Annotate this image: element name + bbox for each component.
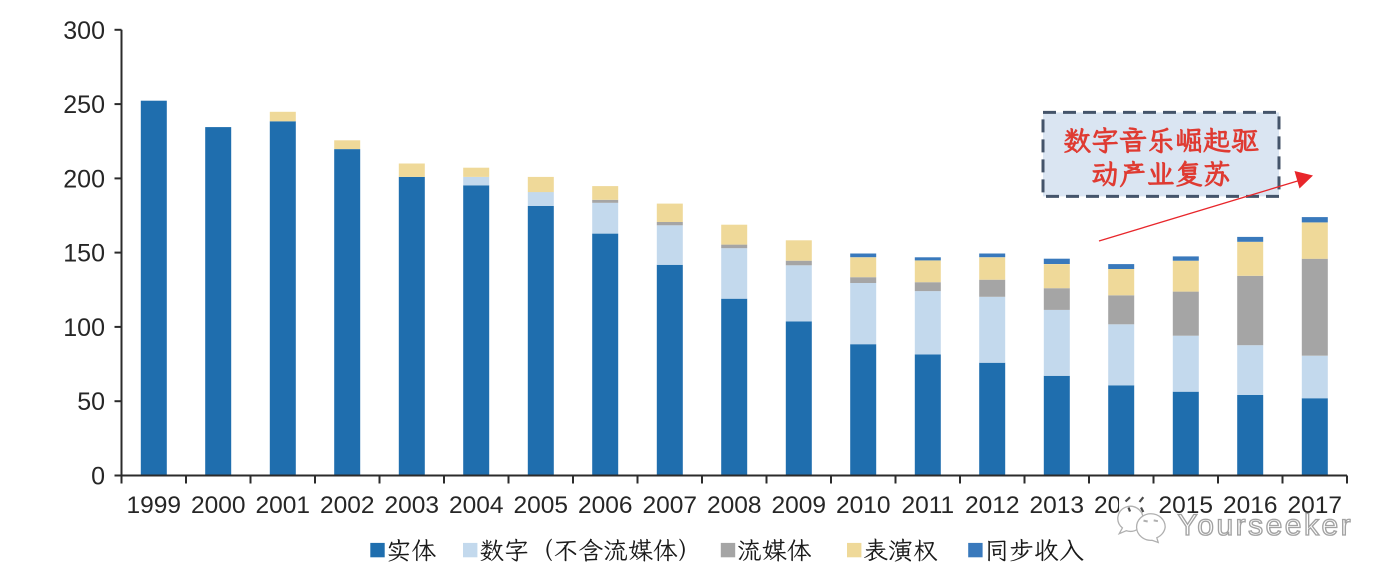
svg-text:2006: 2006 [578,492,633,519]
svg-text:2007: 2007 [643,492,698,519]
svg-text:2016: 2016 [1223,492,1278,519]
svg-text:300: 300 [63,17,105,45]
svg-text:2010: 2010 [836,492,891,519]
svg-text:200: 200 [63,165,105,193]
svg-text:2015: 2015 [1159,492,1214,519]
svg-text:2000: 2000 [191,492,246,519]
svg-text:2002: 2002 [320,492,375,519]
svg-text:100: 100 [63,314,105,342]
svg-text:2004: 2004 [449,492,504,519]
svg-text:Yourseeker: Yourseeker [1178,509,1354,542]
svg-text:50: 50 [77,388,105,416]
svg-text:0: 0 [91,463,105,491]
svg-text:1999: 1999 [127,492,182,519]
svg-text:150: 150 [63,240,105,268]
svg-text:2013: 2013 [1030,492,1085,519]
svg-text:2009: 2009 [772,492,827,519]
svg-text:2005: 2005 [514,492,569,519]
svg-text:2001: 2001 [256,492,311,519]
svg-text:250: 250 [63,91,105,119]
svg-text:2012: 2012 [965,492,1020,519]
svg-text:2011: 2011 [901,492,954,519]
svg-text:2017: 2017 [1288,492,1343,519]
svg-text:2003: 2003 [385,492,440,519]
svg-text:2008: 2008 [707,492,762,519]
